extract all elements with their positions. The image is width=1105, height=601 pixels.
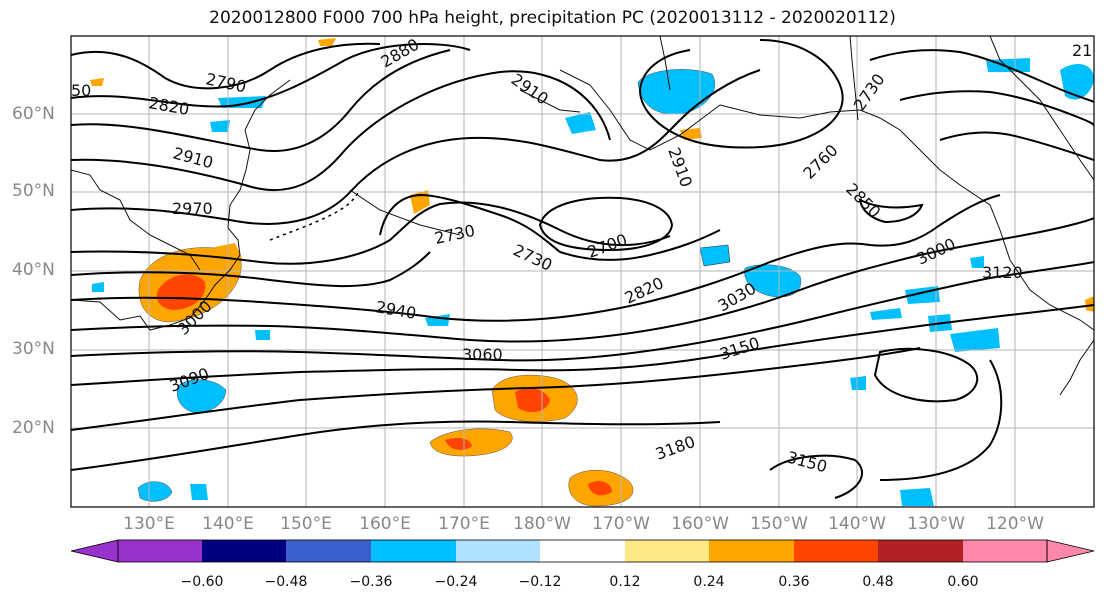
contour-label-3060: 3060 xyxy=(462,345,503,364)
lon-label-170e: 170°E xyxy=(438,514,490,534)
lat-label-60n: 60°N xyxy=(12,104,55,124)
colorbar-segment-8 xyxy=(709,540,794,562)
contour-label-2910-west: 2910 xyxy=(171,144,215,173)
colorbar-tick-6: 0.12 xyxy=(609,574,641,590)
lat-label-20n: 20°N xyxy=(12,418,55,438)
lon-label-160w: 160°W xyxy=(671,514,729,534)
lat-label-50n: 50°N xyxy=(12,181,55,201)
contour-label-2730-a: 2730 xyxy=(433,221,477,248)
colorbar-segment-11 xyxy=(963,540,1047,562)
contour-label-50: 50 xyxy=(71,81,91,100)
contour-label-2880: 2880 xyxy=(378,35,423,72)
colorbar-tick-1: −0.60 xyxy=(180,574,224,590)
colorbar-tick-4: −0.24 xyxy=(434,574,478,590)
colorbar-segment-9 xyxy=(794,540,878,562)
lon-label-130e: 130°E xyxy=(123,514,175,534)
map-panel xyxy=(71,36,1094,507)
contour-label-2970: 2970 xyxy=(172,199,213,218)
lon-label-150e: 150°E xyxy=(280,514,332,534)
contour-label-2790: 2790 xyxy=(204,69,248,96)
colorbar-tick-3: −0.36 xyxy=(349,574,393,590)
colorbar-max-arrow xyxy=(1046,539,1095,563)
colorbar-segment-4 xyxy=(371,540,456,562)
map-title: 2020012800 F000 700 hPa height, precipit… xyxy=(209,8,896,28)
colorbar-segment-2 xyxy=(202,540,286,562)
contour-label-2700: 2700 xyxy=(585,230,630,262)
lon-label-140e: 140°E xyxy=(202,514,254,534)
lat-label-40n: 40°N xyxy=(12,260,55,280)
coastlines xyxy=(71,36,1094,396)
colorbar-tick-5: −0.12 xyxy=(518,574,562,590)
contour-label-21: 21 xyxy=(1072,41,1092,60)
contour-label-3180: 3180 xyxy=(653,432,698,464)
colorbar-segment-1 xyxy=(118,540,202,562)
precip-negative-areas xyxy=(92,58,1094,506)
colorbar-segment-6 xyxy=(540,540,625,562)
colorbar-tick-7: 0.24 xyxy=(693,574,725,590)
contour-label-2940: 2940 xyxy=(374,297,417,323)
lon-label-160e: 160°E xyxy=(359,514,411,534)
colorbar-tick-10: 0.60 xyxy=(947,574,979,590)
colorbar-tick-2: −0.48 xyxy=(264,574,308,590)
colorbar-min-arrow xyxy=(70,539,119,563)
colorbar-segment-5 xyxy=(456,540,540,562)
lon-label-140w: 140°W xyxy=(828,514,886,534)
lat-label-30n: 30°N xyxy=(12,339,55,359)
colorbar xyxy=(70,539,1095,563)
contour-label-2730-b: 2730 xyxy=(510,240,555,274)
contour-label-2850: 2850 xyxy=(842,179,884,221)
height-contours xyxy=(71,39,1094,499)
lon-label-120w: 120°W xyxy=(986,514,1044,534)
contour-label-2760: 2760 xyxy=(799,141,841,183)
colorbar-segment-7 xyxy=(625,540,709,562)
colorbar-tick-8: 0.36 xyxy=(778,574,810,590)
contour-label-3120: 3120 xyxy=(982,263,1023,282)
lon-label-180w: 180°W xyxy=(513,514,571,534)
lon-label-130w: 130°W xyxy=(907,514,965,534)
colorbar-tick-9: 0.48 xyxy=(862,574,894,590)
lon-label-170w: 170°W xyxy=(592,514,650,534)
map-frame xyxy=(70,35,1095,508)
precip-positive-areas xyxy=(90,38,1094,507)
contour-label-3150-s: 3150 xyxy=(785,448,829,477)
colorbar-segment-10 xyxy=(878,540,963,562)
contour-label-2910-c: 2910 xyxy=(664,145,696,190)
contour-label-2820: 2820 xyxy=(147,93,190,119)
colorbar-segment-3 xyxy=(286,540,371,562)
lon-label-150w: 150°W xyxy=(750,514,808,534)
